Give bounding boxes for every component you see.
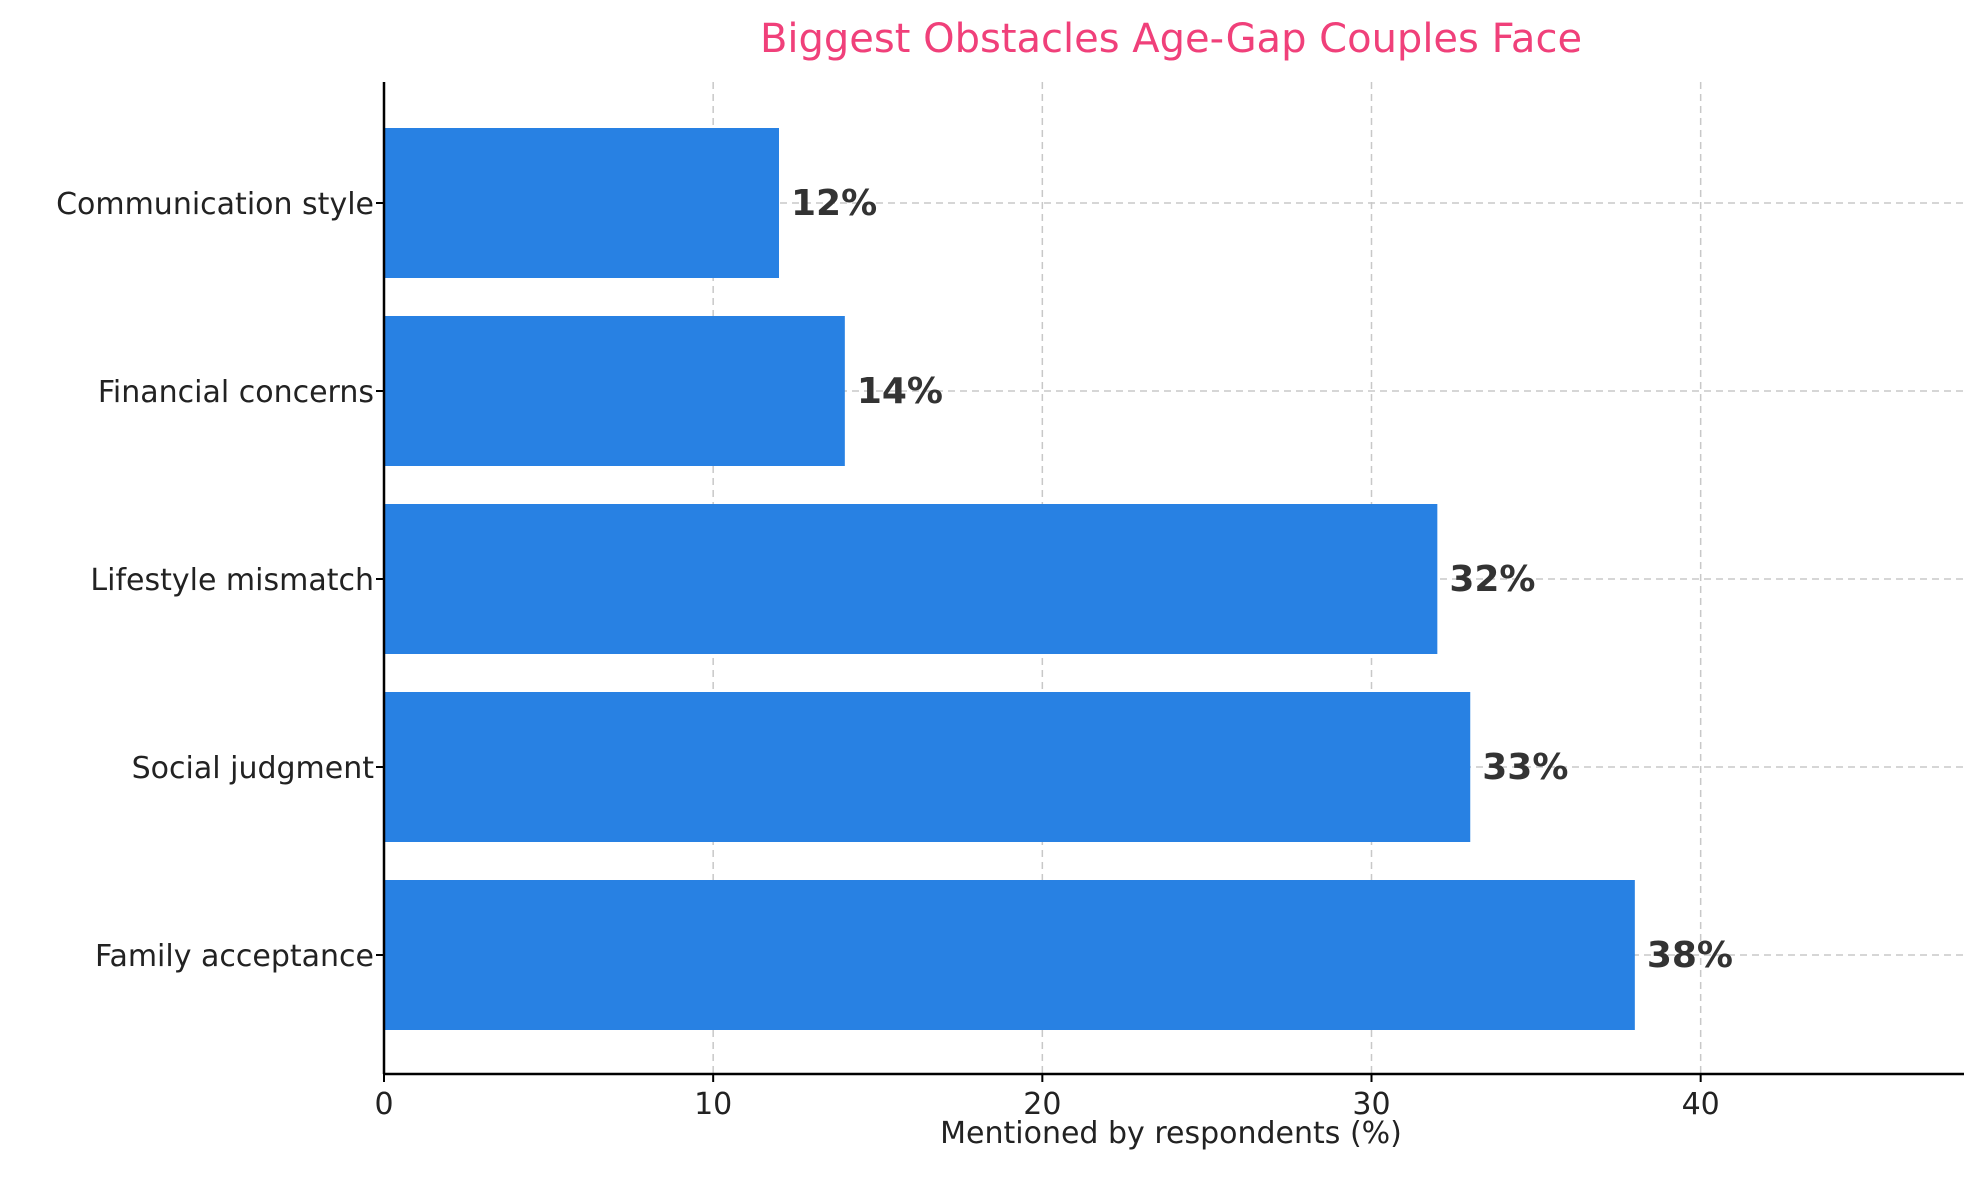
- bars: [384, 128, 1635, 1030]
- x-tick-label: 20: [1023, 1087, 1061, 1122]
- y-tick-label: Social judgment: [132, 751, 375, 786]
- bar: [384, 128, 779, 278]
- data-labels: 38% 33% 32% 14% 12%: [791, 183, 1733, 976]
- bar: [384, 316, 845, 466]
- bar: [384, 880, 1635, 1030]
- bar: [384, 692, 1471, 842]
- y-tick-label: Lifestyle mismatch: [90, 563, 374, 598]
- data-label: 38%: [1647, 935, 1733, 976]
- data-label: 32%: [1449, 559, 1535, 600]
- y-tick-label: Family acceptance: [95, 939, 374, 974]
- data-label: 33%: [1482, 747, 1568, 788]
- x-tick-label: 30: [1352, 1087, 1390, 1122]
- x-axis-label: Mentioned by respondents (%): [940, 1116, 1402, 1151]
- y-tick-label: Communication style: [56, 187, 374, 222]
- x-axis-ticks: 0 10 20 30 40: [374, 1074, 1720, 1122]
- data-label: 12%: [791, 183, 877, 224]
- x-tick-label: 10: [694, 1087, 732, 1122]
- x-tick-label: 0: [374, 1087, 393, 1122]
- bar: [384, 504, 1438, 654]
- y-axis-ticks: Family acceptance Social judgment Lifestyl…: [56, 187, 384, 974]
- chart-title: Biggest Obstacles Age-Gap Couples Face: [760, 16, 1582, 62]
- x-tick-label: 40: [1682, 1087, 1720, 1122]
- data-label: 14%: [857, 371, 943, 412]
- y-tick-label: Financial concerns: [98, 375, 374, 410]
